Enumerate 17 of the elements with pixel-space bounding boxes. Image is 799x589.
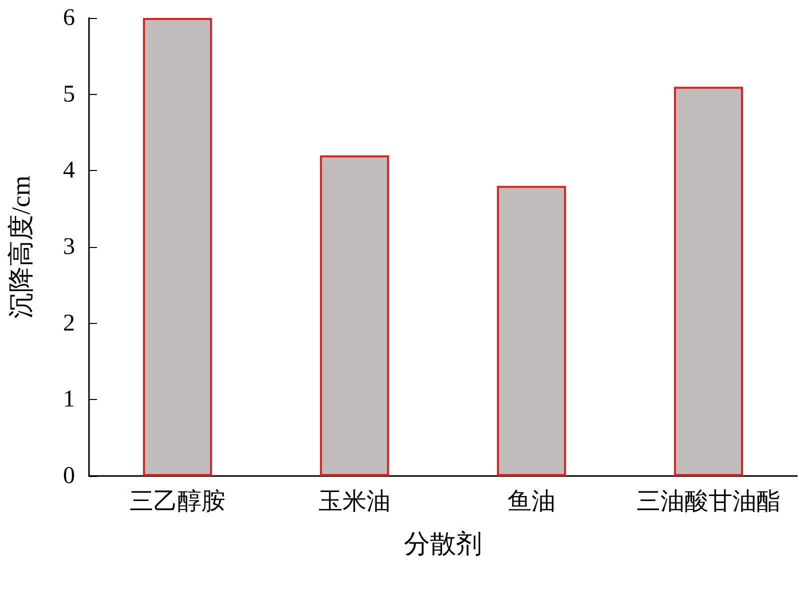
y-tick-label: 4 xyxy=(63,158,75,184)
y-tick-label: 0 xyxy=(63,463,75,489)
x-tick-label: 三乙醇胺 xyxy=(130,488,226,515)
bar xyxy=(496,186,566,476)
y-tick-label: 2 xyxy=(63,310,75,336)
x-tick-label: 玉米油 xyxy=(318,489,390,515)
y-tick-label: 6 xyxy=(63,5,75,31)
y-tick-label: 3 xyxy=(63,234,75,260)
x-axis-title: 分散剂 xyxy=(404,530,482,558)
bar xyxy=(142,18,212,476)
y-tick-label: 1 xyxy=(63,386,75,413)
x-tick-label: 鱼油 xyxy=(508,489,556,515)
bar xyxy=(674,86,744,476)
bar xyxy=(320,155,390,476)
x-tick-label: 三油酸甘油酯 xyxy=(636,489,780,515)
y-axis-title: 沉降高度/cm xyxy=(6,176,36,318)
y-tick-label: 5 xyxy=(63,81,75,108)
